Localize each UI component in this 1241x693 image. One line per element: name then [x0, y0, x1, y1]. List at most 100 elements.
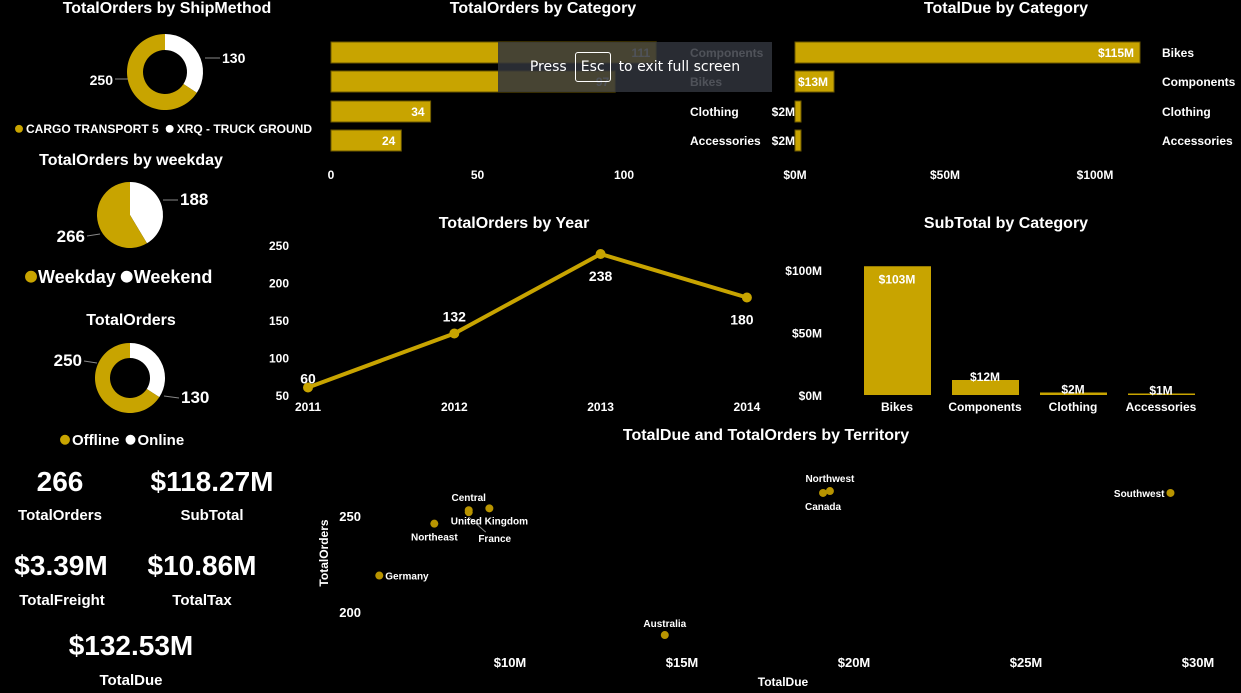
kpi-totaldue-label: TotalDue — [99, 672, 162, 689]
shipmethod-data-label: 130 — [222, 50, 246, 66]
due_by_cat-bar-bikes — [794, 41, 1141, 64]
shipmethod-slice-xrq-truck-ground — [165, 34, 204, 93]
territory-point-label: Northeast — [411, 533, 458, 544]
territory-point-label: Northwest — [805, 474, 855, 485]
territory-point-label: Southwest — [1114, 489, 1165, 500]
territory-y-tick: 200 — [339, 605, 361, 620]
territory-point — [485, 504, 494, 513]
year-point — [449, 328, 460, 339]
shipmethod-legend-item: XRQ - TRUCK GROUND — [177, 122, 313, 136]
orders_by_cat-category-label: Accessories — [690, 134, 761, 148]
subtotal-category-label: Clothing — [1049, 400, 1098, 414]
toast-rest: to exit full screen — [618, 59, 741, 75]
subtotal-by-category-title: SubTotal by Category — [924, 215, 1088, 232]
orders_by_cat-x-tick: 100 — [614, 168, 634, 182]
due-by-category-title: TotalDue by Category — [924, 0, 1088, 17]
territory-point-label: Central — [451, 493, 486, 504]
subtotal-y-tick: $50M — [792, 327, 822, 341]
subtotal-bar-label: $103M — [879, 272, 916, 286]
due_by_cat-bar-clothing — [794, 100, 802, 123]
territory-point-label: Australia — [643, 619, 686, 630]
year-x-tick: 2013 — [587, 400, 614, 414]
weekday-legend-marker — [25, 270, 37, 283]
subtotal-bar-clothing — [1040, 392, 1107, 395]
orders-title: TotalOrders — [86, 312, 176, 329]
kpi-totaltax-value: $10.86M — [148, 550, 257, 581]
subtotal-bar-label: $12M — [970, 370, 1000, 384]
subtotal-category-label: Bikes — [881, 400, 913, 414]
kpi-subtotal-value: $118.27M — [151, 466, 274, 497]
weekday-title: TotalOrders by weekday — [39, 152, 223, 169]
year-y-tick: 150 — [269, 314, 289, 328]
orders-legend-item: Offline — [72, 432, 120, 449]
orders-legend-item: Online — [138, 432, 185, 449]
weekday-data-label: 188 — [180, 190, 208, 209]
subtotal-bar-accessories — [1128, 393, 1195, 395]
orders-by-year-title: TotalOrders by Year — [439, 215, 590, 232]
weekday-data-label: 266 — [57, 227, 85, 246]
year-data-label: 238 — [589, 268, 613, 284]
year-data-label: 180 — [730, 312, 754, 328]
orders-slice-online — [130, 343, 165, 398]
year-y-tick: 250 — [269, 239, 289, 253]
fullscreen-toast: Press Esc to exit full screen — [498, 42, 772, 92]
orders-legend-marker — [60, 434, 70, 445]
weekday-slice-weekend — [130, 182, 164, 244]
territory-point-label: Canada — [805, 502, 842, 513]
orders-data-label: 250 — [54, 351, 82, 370]
kpi-totalfreight-value: $3.39M — [14, 550, 107, 581]
due_by_cat-bar-label: $2M — [772, 134, 795, 148]
territory-xlabel: TotalDue — [758, 675, 809, 689]
weekday-slice-weekday — [97, 182, 147, 248]
territory-point-label: United Kingdom — [451, 516, 528, 527]
territory-point — [825, 487, 834, 496]
year-y-tick: 100 — [269, 352, 289, 366]
orders_by_cat-category-label: Clothing — [690, 105, 739, 119]
territory-point — [375, 571, 384, 580]
kpi-totaltax-label: TotalTax — [172, 592, 232, 609]
kpi-totalfreight-label: TotalFreight — [19, 592, 105, 609]
shipmethod-title: TotalOrders by ShipMethod — [63, 0, 272, 17]
orders-leader-line — [83, 360, 98, 364]
esc-key-hint: Esc — [574, 52, 611, 82]
orders_by_cat-bar-label: 34 — [411, 105, 425, 119]
territory-y-tick: 250 — [339, 509, 361, 524]
due_by_cat-category-label: Accessories — [1162, 134, 1233, 148]
year-point — [741, 292, 752, 303]
territory-point — [464, 508, 473, 517]
subtotal-y-tick: $0M — [799, 389, 822, 403]
territory-point — [430, 519, 439, 528]
year-y-tick: 50 — [276, 389, 290, 403]
year-x-tick: 2011 — [295, 400, 321, 414]
territory-point — [819, 488, 828, 497]
orders_by_cat-x-tick: 0 — [328, 168, 335, 182]
kpi-totaldue-value: $132.53M — [69, 630, 194, 661]
due_by_cat-bar-components — [794, 70, 835, 93]
orders-legend-marker — [125, 434, 136, 445]
weekday-legend-item: Weekday — [38, 267, 116, 287]
territory-point — [1166, 488, 1175, 497]
year-data-label: 132 — [443, 309, 467, 325]
due_by_cat-category-label: Components — [1162, 75, 1236, 89]
year-x-tick: 2014 — [734, 400, 761, 414]
weekday-leader-line — [86, 233, 101, 237]
territory-x-tick: $10M — [494, 655, 527, 670]
subtotal-category-label: Components — [948, 400, 1022, 414]
due_by_cat-x-tick: $100M — [1077, 168, 1114, 182]
due_by_cat-bar-accessories — [794, 129, 802, 152]
due_by_cat-category-label: Clothing — [1162, 105, 1211, 119]
shipmethod-legend-marker — [15, 124, 23, 133]
orders_by_cat-bar-label: 24 — [382, 134, 396, 148]
year-data-label: 60 — [300, 371, 316, 387]
due_by_cat-bar-label: $2M — [772, 105, 795, 119]
territory-point-label: France — [478, 534, 511, 545]
kpi-totalorders-label: TotalOrders — [18, 507, 102, 524]
year-line — [307, 251, 748, 390]
territory-title: TotalDue and TotalOrders by Territory — [623, 427, 909, 444]
year-point — [595, 249, 606, 259]
kpi-subtotal-label: SubTotal — [180, 507, 243, 524]
subtotal-category-label: Accessories — [1126, 400, 1197, 414]
due_by_cat-bar-label: $115M — [1098, 46, 1134, 60]
year-y-tick: 200 — [269, 277, 289, 291]
